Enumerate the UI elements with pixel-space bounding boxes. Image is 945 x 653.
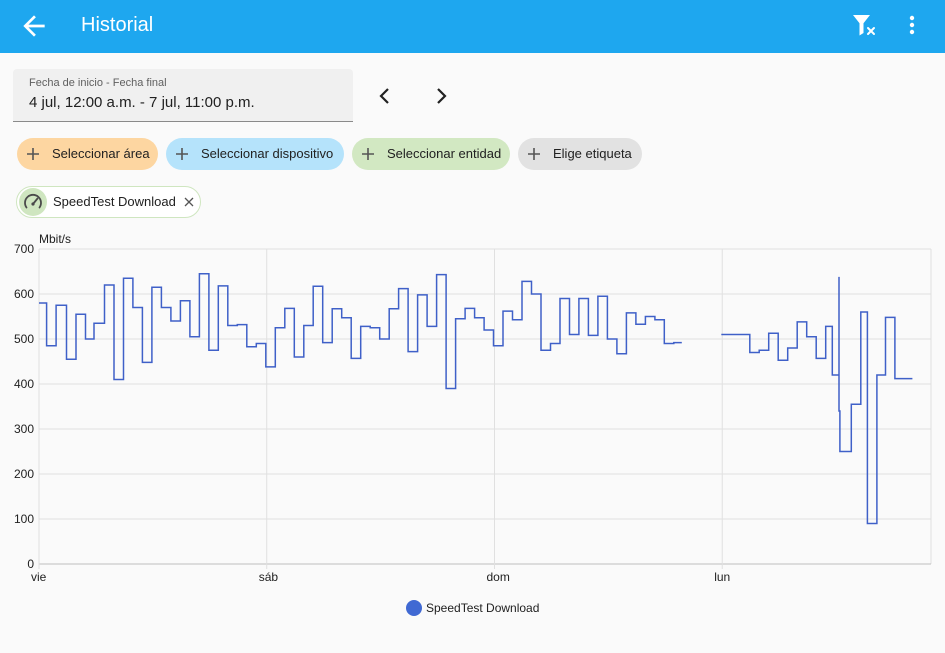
select-device-chip[interactable]: Seleccionar dispositivo bbox=[166, 138, 344, 170]
chip-label: Seleccionar entidad bbox=[387, 146, 502, 161]
close-icon[interactable] bbox=[182, 195, 196, 209]
y-tick-label: 200 bbox=[14, 467, 34, 481]
select-area-chip[interactable]: Seleccionar área bbox=[17, 138, 158, 170]
plus-icon bbox=[528, 148, 540, 160]
chevron-left-icon[interactable] bbox=[372, 83, 398, 109]
history-chart[interactable]: 700 600 500 400 300 200 100 0 Mbit/s vie sáb dom lun bbox=[0, 228, 945, 590]
x-tick-label: sáb bbox=[259, 570, 279, 584]
chip-label: Seleccionar área bbox=[52, 146, 150, 161]
series-line bbox=[721, 276, 913, 525]
legend-color-dot bbox=[406, 600, 422, 616]
y-tick-label: 700 bbox=[14, 242, 34, 256]
plus-icon bbox=[27, 148, 39, 160]
filter-remove-icon[interactable] bbox=[850, 11, 880, 41]
page-title: Historial bbox=[81, 14, 154, 36]
chevron-right-icon[interactable] bbox=[428, 83, 454, 109]
chip-label: Seleccionar dispositivo bbox=[201, 146, 334, 161]
y-tick-label: 400 bbox=[14, 377, 34, 391]
y-tick-label: 600 bbox=[14, 287, 34, 301]
x-tick-label: vie bbox=[31, 570, 47, 584]
date-range-picker[interactable]: Fecha de inicio - Fecha final 4 jul, 12:… bbox=[13, 69, 353, 122]
app-bar: Historial bbox=[0, 0, 945, 53]
select-entity-chip[interactable]: Seleccionar entidad bbox=[352, 138, 510, 170]
series-line bbox=[39, 273, 682, 390]
y-tick-label: 0 bbox=[27, 557, 34, 571]
chip-label: Elige etiqueta bbox=[553, 146, 632, 161]
select-label-chip[interactable]: Elige etiqueta bbox=[518, 138, 642, 170]
y-tick-label: 100 bbox=[14, 512, 34, 526]
plus-icon bbox=[176, 148, 188, 160]
y-tick-label: 300 bbox=[14, 422, 34, 436]
y-axis-label: Mbit/s bbox=[39, 232, 71, 246]
x-tick-label: lun bbox=[714, 570, 730, 584]
plus-icon bbox=[362, 148, 374, 160]
more-vert-icon[interactable] bbox=[899, 11, 925, 41]
legend-label: SpeedTest Download bbox=[426, 601, 540, 615]
x-tick-label: dom bbox=[486, 570, 509, 584]
arrow-back-icon[interactable] bbox=[18, 10, 50, 42]
selected-entity-chip[interactable]: SpeedTest Download bbox=[16, 186, 201, 218]
y-tick-label: 500 bbox=[14, 332, 34, 346]
speedometer-icon bbox=[19, 188, 47, 216]
selected-entity-label: SpeedTest Download bbox=[53, 194, 176, 209]
date-range-value: 4 jul, 12:00 a.m. - 7 jul, 11:00 p.m. bbox=[29, 94, 255, 111]
date-range-label: Fecha de inicio - Fecha final bbox=[29, 77, 167, 89]
